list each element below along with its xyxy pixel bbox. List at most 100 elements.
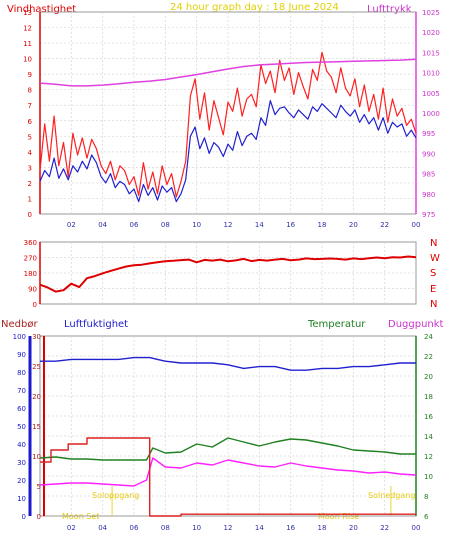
y-tick-label: 11 bbox=[23, 40, 32, 48]
x-tick-label: 22 bbox=[380, 524, 389, 532]
sunrise-annotation: Soloppgang bbox=[92, 491, 139, 500]
rain-tick-label: 20 bbox=[32, 393, 41, 401]
humidity-label: Luftfuktighet bbox=[64, 319, 128, 330]
temp-tick-label: 20 bbox=[424, 373, 433, 381]
x-tick-label: 14 bbox=[255, 524, 264, 532]
temp-tick-label: 16 bbox=[424, 413, 433, 421]
temp-tick-label: 14 bbox=[424, 433, 433, 441]
compass-label: S bbox=[430, 268, 436, 279]
humidity-line bbox=[40, 356, 416, 371]
y-tick-label: 10 bbox=[23, 56, 32, 64]
compass-label: N bbox=[430, 238, 437, 249]
y-tick-label: 90 bbox=[28, 286, 37, 294]
x-tick-label: 00 bbox=[412, 524, 421, 532]
y2-tick-label: 995 bbox=[422, 130, 435, 138]
y-tick-label: 13 bbox=[23, 9, 32, 17]
humidity-tick-label: 50 bbox=[17, 423, 26, 431]
y2-tick-label: 1015 bbox=[422, 49, 440, 57]
y2-tick-label: 1025 bbox=[422, 9, 440, 17]
wind-direction-line bbox=[39, 255, 417, 293]
compass-label: W bbox=[430, 253, 440, 264]
temp-tick-label: 24 bbox=[424, 333, 433, 341]
grid-layer bbox=[28, 11, 417, 517]
x-tick-label: 14 bbox=[255, 221, 264, 229]
x-tick-label: 04 bbox=[98, 221, 107, 229]
y-tick-label: 1 bbox=[28, 195, 32, 203]
pressure-label: Lufttrykk bbox=[367, 4, 412, 15]
marks-layer: 0123456789101112139759809859909951000100… bbox=[13, 9, 440, 532]
x-tick-label: 02 bbox=[67, 524, 76, 532]
y-tick-label: 0 bbox=[33, 301, 37, 309]
temp-tick-label: 6 bbox=[424, 513, 429, 521]
rain-tick-label: 0 bbox=[37, 513, 41, 521]
rain-label: Nedbør bbox=[1, 319, 38, 330]
y2-tick-label: 1005 bbox=[422, 90, 440, 98]
x-tick-label: 16 bbox=[286, 524, 295, 532]
x-tick-label: 20 bbox=[349, 221, 358, 229]
temp-tick-label: 10 bbox=[424, 473, 433, 481]
x-tick-label: 04 bbox=[98, 524, 107, 532]
x-tick-label: 02 bbox=[67, 221, 76, 229]
x-tick-label: 20 bbox=[349, 524, 358, 532]
x-tick-label: 00 bbox=[412, 221, 421, 229]
rain-tick-label: 10 bbox=[32, 453, 41, 461]
y-tick-label: 7 bbox=[28, 102, 32, 110]
dewpoint-label: Duggpunkt bbox=[388, 319, 444, 330]
x-tick-label: 10 bbox=[192, 524, 201, 532]
wind-average-line bbox=[39, 99, 417, 203]
humidity-tick-label: 20 bbox=[17, 477, 26, 485]
x-tick-label: 10 bbox=[192, 221, 201, 229]
wind-gust-line bbox=[39, 51, 417, 198]
y-tick-label: 180 bbox=[24, 270, 37, 278]
y2-tick-label: 980 bbox=[422, 191, 435, 199]
y-tick-label: 270 bbox=[24, 255, 37, 263]
temp-tick-label: 12 bbox=[424, 453, 433, 461]
y2-tick-label: 975 bbox=[422, 211, 435, 219]
y-tick-label: 2 bbox=[28, 180, 32, 188]
humidity-tick-label: 100 bbox=[13, 333, 26, 341]
y-tick-label: 5 bbox=[28, 133, 32, 141]
humidity-tick-label: 10 bbox=[17, 495, 26, 503]
rain-tick-label: 30 bbox=[32, 333, 41, 341]
temp-tick-label: 8 bbox=[424, 493, 428, 501]
y2-tick-label: 1000 bbox=[422, 110, 440, 118]
x-tick-label: 08 bbox=[161, 524, 170, 532]
rain-tick-label: 25 bbox=[32, 363, 41, 371]
sunset-annotation: Solnedgang bbox=[368, 491, 415, 500]
y-tick-label: 0 bbox=[28, 211, 32, 219]
compass-label: E bbox=[430, 284, 436, 295]
y-tick-label: 6 bbox=[28, 118, 33, 126]
x-tick-label: 08 bbox=[161, 221, 170, 229]
rain-tick-label: 15 bbox=[32, 423, 41, 431]
y-tick-label: 3 bbox=[28, 164, 32, 172]
y-tick-label: 12 bbox=[23, 25, 32, 33]
humidity-tick-label: 90 bbox=[17, 351, 26, 359]
temperature-line bbox=[39, 437, 416, 461]
x-tick-label: 16 bbox=[286, 221, 295, 229]
humidity-tick-label: 60 bbox=[17, 405, 26, 413]
x-tick-label: 12 bbox=[224, 524, 233, 532]
rain-tick-label: 5 bbox=[37, 483, 41, 491]
x-tick-label: 06 bbox=[130, 524, 139, 532]
temp-tick-label: 18 bbox=[424, 393, 433, 401]
x-tick-label: 22 bbox=[380, 221, 389, 229]
y-tick-label: 4 bbox=[28, 149, 33, 157]
y2-tick-label: 1010 bbox=[422, 70, 440, 78]
rain-line bbox=[40, 437, 416, 517]
y-tick-label: 9 bbox=[28, 71, 32, 79]
humidity-tick-label: 40 bbox=[17, 441, 26, 449]
x-tick-label: 18 bbox=[318, 221, 327, 229]
y-tick-label: 8 bbox=[28, 87, 32, 95]
compass-label: N bbox=[430, 299, 437, 310]
wind-speed-label: Vindhastighet bbox=[7, 4, 76, 15]
y2-tick-label: 1020 bbox=[422, 29, 440, 37]
x-tick-label: 06 bbox=[130, 221, 139, 229]
pressure-line bbox=[39, 58, 417, 87]
temp-tick-label: 22 bbox=[424, 353, 433, 361]
dewpoint-line bbox=[39, 457, 417, 487]
humidity-tick-label: 80 bbox=[17, 369, 26, 377]
x-tick-label: 18 bbox=[318, 524, 327, 532]
humidity-tick-label: 70 bbox=[17, 387, 26, 395]
